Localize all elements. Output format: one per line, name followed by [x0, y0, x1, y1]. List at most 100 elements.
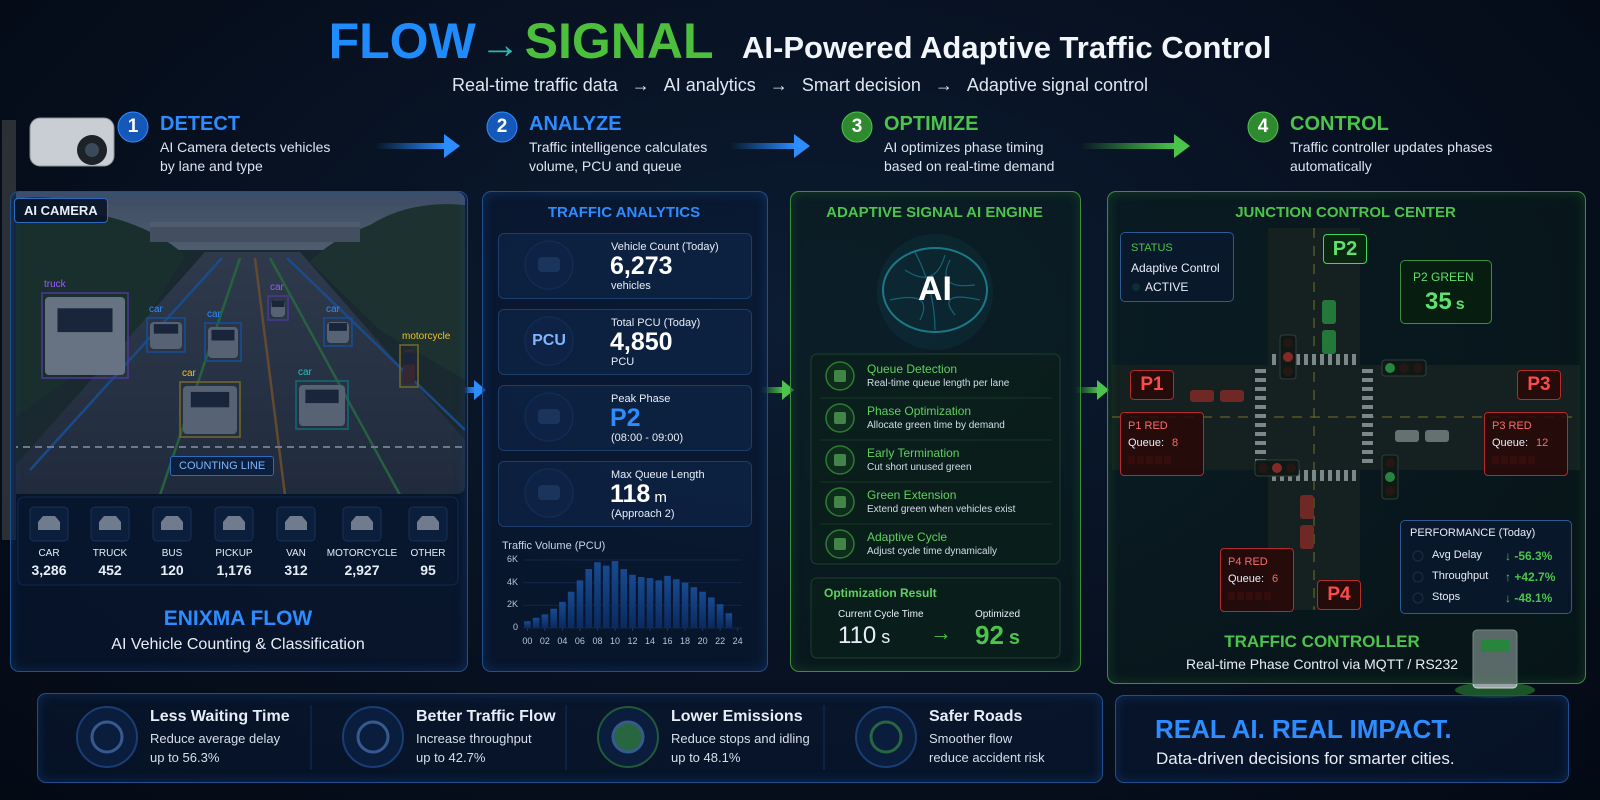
- crosswalk: [1320, 354, 1324, 365]
- vehicle: [1322, 300, 1336, 324]
- card-value-number: 6,273: [610, 252, 673, 280]
- step-desc: AI optimizes phase timing: [884, 139, 1044, 155]
- card-value: 4,850: [610, 328, 673, 357]
- analytics-card: [498, 385, 752, 451]
- signal-lamp: [1385, 458, 1395, 468]
- crosswalk: [1362, 369, 1373, 373]
- x-tick-label: 14: [645, 636, 656, 646]
- crosswalk: [1362, 387, 1373, 391]
- x-tick-label: 24: [732, 636, 743, 646]
- count-label: MOTORCYCLE: [326, 548, 398, 559]
- x-tick-label: 04: [557, 636, 568, 646]
- card-label: Total PCU (Today): [611, 317, 701, 329]
- status-state: ACTIVE: [1145, 280, 1189, 294]
- y-tick-label: 6K: [506, 554, 518, 564]
- vehicle: [1300, 495, 1314, 519]
- flow-arrow: [730, 143, 796, 149]
- pipeline-arrow: →: [631, 75, 650, 95]
- crosswalk: [1312, 470, 1316, 481]
- signal-lamp: [1283, 338, 1293, 348]
- perf-value: ↑ +42.7%: [1505, 570, 1556, 584]
- feature-glyph: [834, 538, 846, 550]
- result-current-label: Current Cycle Time: [838, 609, 924, 620]
- panel-arrow: [760, 387, 784, 393]
- card-label: Max Queue Length: [611, 469, 705, 481]
- phase-label: P3 RED: [1492, 420, 1532, 432]
- brain-circuit: [889, 296, 925, 321]
- panel-arrowhead: [474, 380, 486, 400]
- vehicle: [1220, 390, 1244, 402]
- phase-box: [1484, 412, 1568, 476]
- vehicle: [1300, 525, 1314, 549]
- crosswalk: [1255, 450, 1266, 454]
- controller-desc: Real-time Phase Control via MQTT / RS232: [1185, 656, 1459, 672]
- result-current: 110 s: [838, 622, 890, 650]
- result-optimized: 92 s: [975, 620, 1020, 651]
- flow-arrowhead: [1174, 134, 1190, 158]
- step-desc: AI Camera detects vehicles: [160, 139, 331, 155]
- phase-queue: 6: [1272, 573, 1279, 585]
- phase-label: P1 RED: [1128, 420, 1168, 432]
- card-sub: (Approach 2): [611, 508, 675, 520]
- chart-title: Traffic Volume (PCU): [502, 540, 606, 552]
- card-sub: (08:00 - 09:00): [611, 432, 684, 444]
- signal-lamp: [1385, 363, 1395, 373]
- phase-queue-label: Queue:: [1228, 573, 1265, 585]
- feature-glyph: [834, 412, 846, 424]
- pipeline-step: Real-time traffic data: [452, 75, 618, 95]
- analytics-card: [498, 309, 752, 375]
- crosswalk: [1362, 450, 1373, 454]
- x-tick-label: 20: [697, 636, 708, 646]
- crosswalk: [1362, 405, 1373, 409]
- card-value-number: P2: [610, 404, 641, 432]
- step-desc: automatically: [1290, 158, 1372, 174]
- count-label: OTHER: [410, 548, 446, 559]
- result-title: Optimization Result: [824, 586, 937, 600]
- signal-lamp: [1272, 463, 1282, 473]
- feature-title: Green Extension: [867, 488, 957, 502]
- signal-lamp: [1258, 463, 1268, 473]
- crosswalk: [1362, 396, 1373, 400]
- detection-label: car: [207, 309, 221, 320]
- y-tick-label: 0: [512, 622, 518, 632]
- benefit-desc: Reduce stops and idling: [671, 731, 810, 746]
- x-tick-label: 10: [609, 636, 620, 646]
- title-signal: SIGNAL: [524, 13, 714, 69]
- step-desc: Traffic controller updates phases: [1290, 139, 1493, 155]
- benefit-title: Lower Emissions: [671, 708, 803, 725]
- signal-lamp: [1283, 366, 1293, 376]
- benefit-title: Safer Roads: [929, 708, 1023, 725]
- crosswalk: [1362, 432, 1373, 436]
- pipeline-step: Adaptive signal control: [966, 75, 1148, 95]
- vehicle: [1190, 390, 1214, 402]
- perf-value: ↓ -56.3%: [1505, 549, 1553, 563]
- feature-title: Phase Optimization: [867, 404, 972, 418]
- count-value: 95: [420, 562, 436, 578]
- card-icon-text: PCU: [532, 332, 566, 349]
- camera-panel: [10, 191, 468, 672]
- performance-title: PERFORMANCE (Today): [1410, 527, 1536, 539]
- count-value: 120: [160, 562, 184, 578]
- p2-green-label: P2 GREEN: [1413, 270, 1474, 284]
- card-label: Peak Phase: [611, 393, 671, 405]
- count-label: BUS: [161, 548, 183, 559]
- y-tick-label: 4K: [506, 576, 518, 587]
- step-circle: [117, 111, 149, 143]
- result-box: [810, 577, 1061, 659]
- benefit-desc: up to 42.7%: [416, 750, 486, 765]
- panel-arrow: [1075, 387, 1099, 393]
- panel-arrowhead: [782, 380, 794, 400]
- benefit-desc: up to 48.1%: [671, 750, 741, 765]
- crosswalk: [1304, 470, 1308, 481]
- crosswalk: [1352, 354, 1356, 365]
- step-circle: [841, 111, 873, 143]
- analytics-card: [498, 461, 752, 527]
- crosswalk: [1336, 470, 1340, 481]
- count-label: TRUCK: [92, 548, 128, 559]
- performance-box: [1400, 520, 1572, 614]
- ai-label: AI: [918, 270, 952, 308]
- phase-box: [1220, 548, 1294, 612]
- perf-label: Avg Delay: [1432, 549, 1482, 561]
- pipeline-arrow: →: [934, 75, 953, 95]
- benefit-desc: Smoother flow: [929, 731, 1013, 746]
